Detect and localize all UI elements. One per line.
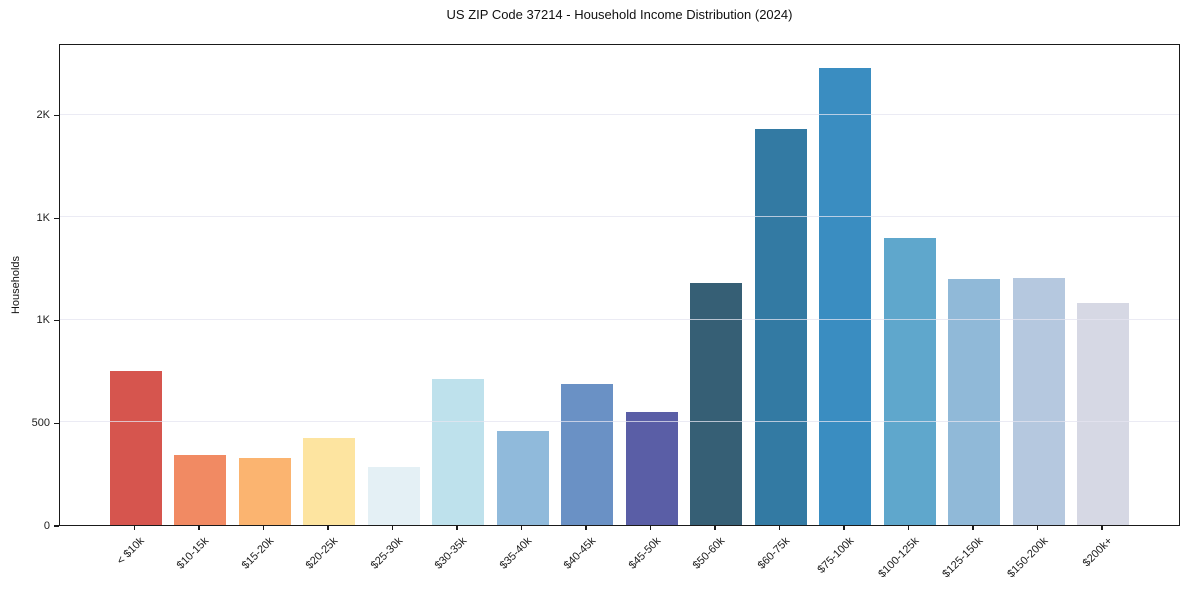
x-tick-label-text: $20-25k: [303, 535, 341, 572]
x-tick-label-text: $200k+: [1080, 535, 1115, 570]
x-tick-label-text: $100-125k: [875, 535, 921, 581]
chart-title: US ZIP Code 37214 - Household Income Dis…: [446, 7, 793, 22]
x-tick-label-text: $150-200k: [1004, 535, 1050, 581]
x-tick-mark: [585, 526, 587, 530]
y-tick-label: 0: [43, 519, 50, 532]
x-tick-mark: [1101, 526, 1103, 530]
x-tick-label-text: $75-100k: [815, 535, 857, 576]
bar-$35-40k: [496, 430, 549, 525]
x-tick-label-text: $35-40k: [497, 535, 534, 572]
x-tick-label-text: $10-15k: [174, 535, 212, 572]
y-tick-label: 1K: [36, 211, 50, 224]
x-tick-mark: [907, 526, 910, 530]
x-tick-mark: [843, 526, 845, 530]
x-tick-label-text: $60-75k: [755, 535, 792, 572]
x-tick-label-text: $125-150k: [940, 535, 986, 581]
bar-$100-125k: [883, 237, 936, 525]
bar-$60-75k: [754, 129, 807, 525]
bar-$15-20k: [238, 458, 291, 525]
x-tick-mark: [262, 526, 265, 530]
gridline-500: [60, 421, 1179, 423]
bar-$10-15k: [174, 455, 226, 525]
x-tick-label-text: $25-30k: [368, 535, 405, 572]
bar-$25-30k: [367, 466, 420, 525]
bar-$200k+: [1077, 302, 1129, 525]
bar-$20-25k: [303, 437, 355, 525]
x-tick-label-text: < $10k: [114, 535, 147, 568]
bar-$75-100k: [819, 67, 871, 525]
y-axis-title: Households: [10, 255, 22, 315]
y-tick-label: 1K: [36, 314, 50, 327]
bar-$40-45k: [561, 383, 613, 525]
x-tick-label-text: $15-20k: [239, 535, 276, 572]
y-tick-mark: [54, 320, 59, 322]
x-tick-mark: [456, 526, 458, 530]
x-tick-mark: [649, 526, 652, 530]
bar-$150-200k: [1012, 277, 1065, 525]
gridline-1500: [60, 216, 1179, 218]
x-tick-label-text: $30-35k: [432, 535, 470, 572]
gridline-2000: [60, 113, 1179, 115]
x-tick-label-text: $40-45k: [561, 535, 599, 572]
y-tick-mark: [54, 422, 59, 424]
x-tick-mark: [327, 526, 329, 530]
x-tick-mark: [714, 526, 716, 530]
x-tick-mark: [520, 526, 523, 530]
plot-area: [59, 44, 1180, 526]
x-tick-mark: [133, 526, 136, 530]
x-tick-mark: [198, 526, 200, 530]
x-tick-mark: [1036, 526, 1039, 530]
gridline-1000: [60, 318, 1179, 320]
y-tick-label: 500: [31, 416, 50, 429]
y-tick-mark: [54, 525, 59, 527]
bar-< $10k: [109, 371, 162, 525]
y-tick-mark: [54, 115, 59, 117]
bar-$50-60k: [690, 283, 742, 525]
y-tick-mark: [54, 217, 59, 219]
y-tick-label: 2K: [36, 109, 50, 122]
x-tick-mark: [778, 526, 781, 530]
x-tick-label-text: $45-50k: [626, 535, 663, 572]
bar-$30-35k: [432, 379, 484, 525]
bar-$125-150k: [948, 278, 1000, 525]
bar-$45-50k: [625, 412, 678, 525]
x-tick-mark: [391, 526, 394, 530]
x-tick-mark: [972, 526, 974, 530]
x-tick-label-text: $50-60k: [690, 535, 728, 572]
